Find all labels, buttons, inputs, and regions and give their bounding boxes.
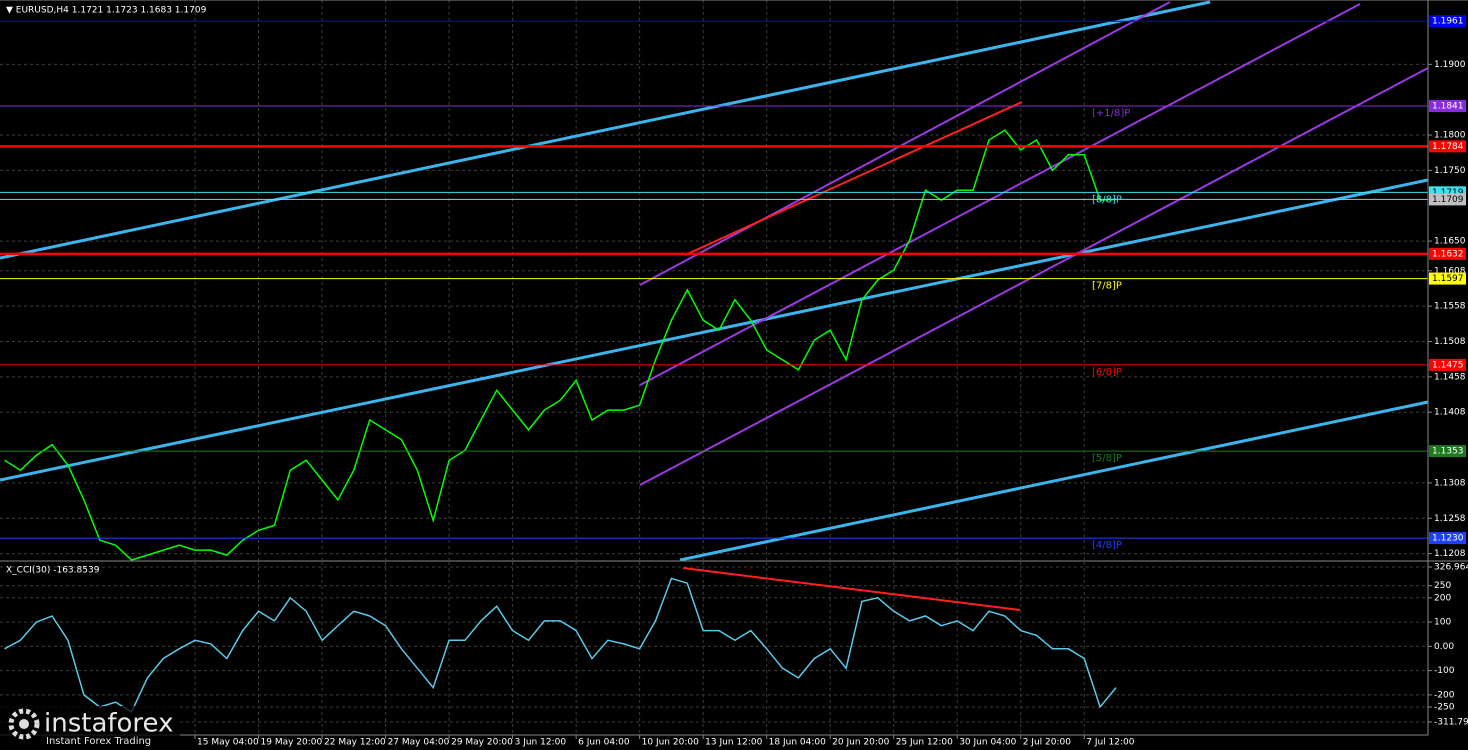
price-line [4,577,1117,713]
level-box [1429,532,1466,545]
y-tick-label: 326.9647 [1434,563,1468,573]
x-tick-label: 18 Jun 04:00 [769,738,826,748]
murray-label: [7/8]P [1092,281,1122,292]
level-label: 1.1475 [1432,360,1464,370]
y-tick-label: 1.1508 [1434,337,1466,347]
trend-lines [0,0,1429,611]
y-tick-label: -200 [1434,690,1455,700]
channel-line [639,67,1429,486]
y-tick-label: 1.1308 [1434,478,1466,488]
level-label: 1.1841 [1432,102,1464,112]
resistance-line [684,101,1023,256]
y-tick-label: 1.1900 [1434,60,1466,70]
y-tick-label: 1.1258 [1434,514,1466,524]
level-label: 1.1230 [1432,534,1464,544]
y-tick-label: 1.1558 [1434,302,1466,312]
logo-gear [8,708,40,740]
murray-label: [+1/8]P [1092,108,1130,119]
y-tick-label: 1.1650 [1434,237,1466,247]
level-box [1429,272,1466,285]
logo-gear-core [19,719,29,729]
logo-tagline: Instant Forex Trading [46,736,151,747]
x-tick-label: 7 Jul 12:00 [1086,738,1135,748]
level-box [1429,358,1466,371]
y-tick-label: 0.00 [1434,642,1454,652]
x-tick-label: 3 Jun 12:00 [515,738,567,748]
logo: instaforex Instant Forex Trading [0,706,180,750]
y-tick-label: -100 [1434,666,1455,676]
level-box [1429,445,1466,458]
data-layer [0,20,1428,713]
trend-line [679,400,1429,562]
level-label: 1.1597 [1432,274,1464,284]
y-tick-label: -250 [1434,703,1455,713]
x-tick-label: 19 May 20:00 [261,738,323,748]
x-tick-label: 10 Jun 20:00 [642,738,699,748]
x-tick-label: 27 May 04:00 [388,738,450,748]
logo-bg [0,706,180,750]
y-tick-label: 100 [1434,618,1451,628]
x-tick-label: 30 Jun 04:00 [959,738,1016,748]
murray-label: [5/8]P [1092,453,1122,464]
level-label: 1.1632 [1432,249,1464,259]
channel-line [639,3,1361,386]
x-tick-label: 25 Jun 12:00 [896,738,953,748]
y-tick-label: 1.1458 [1434,372,1466,382]
x-tick-label: 6 Jun 04:00 [578,738,630,748]
x-tick-label: 29 May 20:00 [451,738,513,748]
indicator-title: X_CCI(30) -163.8539 [6,566,100,576]
y-tick-label: 200 [1434,593,1451,603]
level-label: 1.1784 [1432,142,1464,152]
x-tick-label: 13 Jun 12:00 [705,738,762,748]
x-tick-label: 20 Jun 20:00 [832,738,889,748]
y-tick-label: 1.1208 [1434,549,1466,559]
price-line [4,129,1117,561]
trend-line [0,0,1211,260]
x-tick-label: 2 Jul 20:00 [1023,738,1072,748]
y-tick-label: 1.1608 [1434,266,1466,276]
level-box [1429,15,1466,28]
level-box [1429,140,1466,153]
murray-label: [6/8]P [1092,367,1122,378]
level-box [1429,193,1466,206]
murray-label: [8/8]P [1092,194,1122,205]
x-tick-label: 15 May 04:00 [197,738,259,748]
level-label: 1.1719 [1432,188,1464,198]
divergence-line [682,567,1021,611]
level-label: 1.1353 [1432,447,1464,457]
level-box [1429,247,1466,260]
y-tick-label: 250 [1434,581,1451,591]
channel-line [639,1,1171,286]
y-tick-label: -311.798 [1434,718,1468,728]
y-tick-label: 1.1800 [1434,131,1466,141]
level-label: 1.1709 [1432,195,1464,205]
trend-line [0,178,1429,482]
chart-title: ▼ EURUSD,H4 1.1721 1.1723 1.1683 1.1709 [6,6,207,16]
y-tick-label: 1.1750 [1434,166,1466,176]
level-box [1429,100,1466,113]
x-tick-label: 22 May 12:00 [324,738,386,748]
level-label: 1.1961 [1432,17,1464,27]
y-tick-label: 1.1408 [1434,408,1466,418]
murray-label: [4/8]P [1092,540,1122,551]
logo-brand: instaforex [44,709,173,739]
